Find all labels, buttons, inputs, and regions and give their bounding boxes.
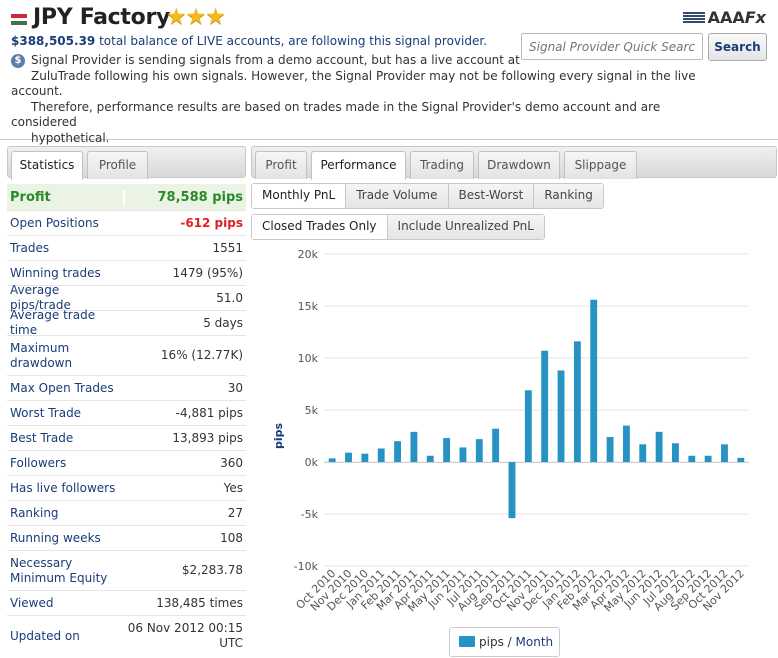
y-tick-label: 10k [298,352,319,365]
stat-row-minimum-equity: Necessary Minimum Equity $2,283.78 [7,551,246,591]
bar [345,452,352,462]
notice-line-4: hypothetical. [31,130,110,145]
notice-line-3: Therefore, performance results are based… [11,99,661,130]
tab-profit[interactable]: Profit [255,151,307,179]
aaafx-logo[interactable]: AAAFx [682,8,766,27]
y-tick-label: 20k [298,248,319,261]
stat-row-trades: Trades 1551 [7,236,246,261]
stat-row-winning-trades: Winning trades 1479 (95%) [7,261,246,286]
bar [672,443,679,462]
stat-row-average-pips: Average pips/trade 51.0 [7,283,246,312]
y-tick-label: 0k [305,456,319,469]
bar [688,455,696,462]
stat-row-max-drawdown: Maximum drawdown 16% (12.77K) [7,336,246,376]
closed-trades-only-button[interactable]: Closed Trades Only [252,215,388,239]
stat-row-updated-on: Updated on 06 Nov 2012 00:15 UTC [7,616,246,656]
bar [328,458,336,462]
bar [721,444,728,462]
tab-slippage[interactable]: Slippage [564,151,637,179]
legend-series: pips [479,635,504,649]
chart-legend[interactable]: pips / Month [449,627,560,657]
bar [475,439,483,462]
stat-row-followers: Followers 360 [7,451,246,476]
legend-separator: / [507,635,512,649]
bar [361,453,369,462]
bar [426,455,434,462]
provider-search-input[interactable] [521,33,703,60]
broker-logo-icon [682,12,705,24]
bar [606,437,614,462]
bar [639,444,647,462]
provider-header: JPY Factory ★★★ $388,505.39 total balanc… [0,0,778,145]
bar [508,462,516,519]
stat-row-ranking: Ranking 27 [7,501,246,526]
include-unrealized-button[interactable]: Include Unrealized PnL [387,215,544,239]
bar [459,447,467,462]
stat-row-viewed: Viewed 138,485 times [7,591,246,616]
bar [557,370,565,462]
bar [492,428,500,462]
notice-line-2: ZuluTrade following his own signals. How… [11,68,696,99]
dollar-icon: $ [11,54,25,68]
bar [655,431,663,462]
y-tick-label: -10k [294,560,319,573]
live-balance: $388,505.39 total balance of LIVE accoun… [11,34,487,48]
balance-text: total balance of LIVE accounts, are foll… [99,34,488,48]
statistics-table: Profit 78,588 pips Open Positions -612 pip… [7,184,246,656]
right-tab-bar: Profit Performance Trading Drawdown Slip… [251,146,777,180]
stat-row-average-trade-time: Average trade time 5 days [7,308,246,337]
tab-trading[interactable]: Trading [410,151,474,179]
stat-row-max-open-trades: Max Open Trades 30 [7,376,246,401]
bar [704,455,712,462]
bar [590,299,598,462]
hungary-flag-icon [11,14,27,25]
chart-type-selector: Monthly PnL Trade Volume Best-Worst Rank… [251,183,604,209]
legend-unit: Month [515,635,554,649]
pnl-filter-selector: Closed Trades Only Include Unrealized Pn… [251,214,545,240]
bar [573,341,581,462]
bar [410,431,418,462]
y-tick-label: 15k [298,300,319,313]
best-worst-button[interactable]: Best-Worst [448,184,535,208]
rating-stars-icon: ★★★ [166,4,226,30]
y-axis-label: pips [272,423,285,450]
search-button[interactable]: Search [708,33,767,61]
bar [737,457,745,462]
balance-amount: $388,505.39 [11,34,96,48]
bar [443,438,451,462]
y-tick-label: 5k [305,404,319,417]
ranking-button[interactable]: Ranking [534,184,603,208]
notice-line-1: Signal Provider is sending signals from … [31,53,520,67]
y-tick-label: -5k [301,508,319,521]
stat-row-live-followers: Has live followers Yes [7,476,246,501]
tab-profile[interactable]: Profile [87,151,148,179]
bar [377,448,385,462]
bar [524,390,532,462]
bar [541,350,549,462]
tab-performance[interactable]: Performance [311,151,406,180]
monthly-pnl-chart: 20k 15k 10k 5k 0k -5k -10k pips Oct 2010 Nov 2010… [252,244,764,658]
legend-swatch-icon [459,636,475,647]
monthly-pnl-button[interactable]: Monthly PnL [252,184,347,208]
trade-volume-button[interactable]: Trade Volume [346,184,449,208]
stat-row-worst-trade: Worst Trade -4,881 pips [7,401,246,426]
demo-account-notice: $ Signal Provider is sending signals fro… [11,53,721,146]
provider-title: JPY Factory [33,5,171,30]
stat-row-open-positions: Open Positions -612 pips [7,211,246,236]
stat-row-running-weeks: Running weeks 108 [7,526,246,551]
stat-row-profit: Profit 78,588 pips [7,184,246,211]
bar [394,441,401,462]
stat-row-best-trade: Best Trade 13,893 pips [7,426,246,451]
left-tab-bar: Statistics Profile [7,146,246,180]
bar [622,425,630,462]
tab-drawdown[interactable]: Drawdown [478,151,560,179]
tab-statistics[interactable]: Statistics [11,151,83,180]
